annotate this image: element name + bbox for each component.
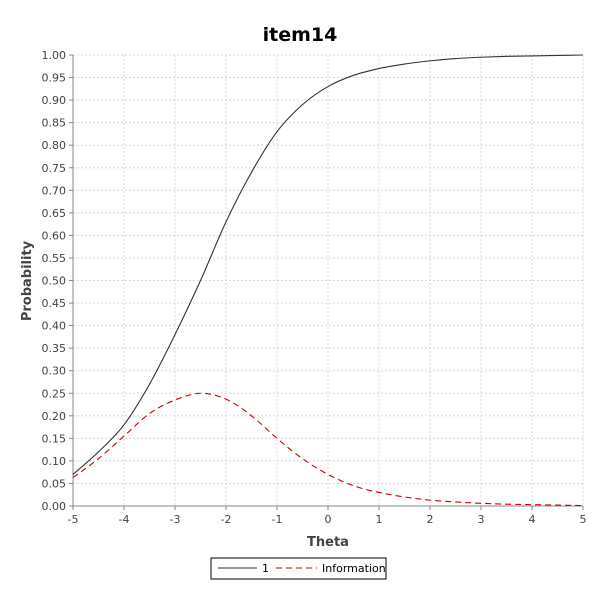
legend-label-1: 1 (262, 562, 269, 575)
y-tick-label: 0.30 (42, 365, 67, 378)
x-tick-label: 4 (529, 513, 536, 526)
x-tick-label: 3 (478, 513, 485, 526)
y-tick-label: 0.95 (42, 72, 67, 85)
y-tick-label: 0.10 (42, 455, 67, 468)
y-tick-label: 0.25 (42, 387, 67, 400)
y-tick-label: 0.60 (42, 229, 67, 242)
x-tick-label: -4 (119, 513, 130, 526)
y-tick-label: 0.20 (42, 410, 67, 423)
x-tick-label: 2 (427, 513, 434, 526)
y-axis-tick-labels: 0.00 0.05 0.10 0.15 0.20 0.25 0.30 0.35 0.40 0.45… (42, 49, 67, 513)
y-tick-label: 0.35 (42, 342, 67, 355)
chart-title: item14 (263, 24, 338, 46)
y-tick-label: 0.90 (42, 94, 67, 107)
y-tick-label: 0.70 (42, 184, 67, 197)
series-lines (72, 54, 584, 507)
y-tick-label: 0.05 (42, 477, 67, 490)
x-tick-label: -2 (221, 513, 232, 526)
y-tick-label: 1.00 (42, 49, 67, 62)
y-tick-label: 0.65 (42, 207, 67, 220)
y-tick-label: 0.15 (42, 432, 67, 445)
x-tick-label: -1 (272, 513, 283, 526)
series-line-information (72, 392, 584, 507)
y-tick-label: 0.40 (42, 320, 67, 333)
legend-label-information: Information (322, 562, 386, 575)
axes (69, 54, 584, 510)
x-tick-label: 1 (376, 513, 383, 526)
x-tick-label: 0 (325, 513, 332, 526)
legend: 1 Information (210, 557, 387, 580)
y-tick-label: 0.55 (42, 252, 67, 265)
y-tick-label: 0.80 (42, 139, 67, 152)
y-tick-label: 0.50 (42, 275, 67, 288)
x-tick-label: -3 (170, 513, 181, 526)
y-tick-label: 0.45 (42, 297, 67, 310)
x-tick-label: 5 (580, 513, 587, 526)
x-axis-tick-labels: -5 -4 -3 -2 -1 0 1 2 3 4 5 (68, 513, 587, 526)
y-axis-label: Probability (20, 240, 35, 321)
x-tick-label: -5 (68, 513, 79, 526)
y-tick-label: 0.85 (42, 117, 67, 130)
x-axis-label: Theta (307, 535, 349, 550)
y-tick-label: 0.75 (42, 162, 67, 175)
series-line-1 (72, 54, 584, 475)
y-tick-label: 0.00 (42, 500, 67, 513)
